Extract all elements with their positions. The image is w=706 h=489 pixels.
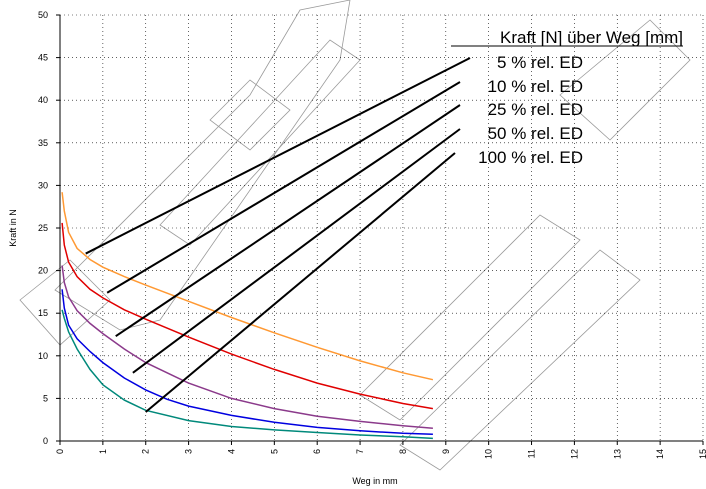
series-line bbox=[61, 289, 433, 435]
legend-pointer-line bbox=[145, 152, 456, 413]
y-tick-label: 5 bbox=[43, 393, 48, 403]
y-tick-label: 20 bbox=[38, 266, 48, 276]
x-tick-label: 6 bbox=[312, 449, 322, 454]
legend-entry: 5 % rel. ED bbox=[497, 53, 583, 72]
legend-pointer-line bbox=[85, 57, 471, 255]
watermark-shape bbox=[359, 214, 581, 421]
y-axis-label: Kraft in N bbox=[8, 209, 18, 247]
x-tick-label: 8 bbox=[398, 449, 408, 454]
watermark-shape bbox=[559, 19, 691, 141]
y-tick-label: 25 bbox=[38, 223, 48, 233]
legend-entry: 50 % rel. ED bbox=[488, 124, 583, 143]
watermark-shape bbox=[209, 79, 291, 151]
x-tick-label: 11 bbox=[527, 449, 537, 458]
y-axis-ticks: 0 5 10 15 20 25 30 35 40 45 50 bbox=[38, 10, 60, 446]
x-tick-label: 15 bbox=[698, 449, 706, 459]
x-tick-label: 9 bbox=[441, 449, 451, 454]
x-tick-label: 3 bbox=[184, 449, 194, 454]
y-tick-label: 40 bbox=[38, 95, 48, 105]
legend-entry: 100 % rel. ED bbox=[478, 148, 583, 167]
series-line bbox=[61, 309, 433, 440]
x-tick-label: 5 bbox=[269, 449, 279, 454]
watermark-shape bbox=[19, 259, 111, 346]
x-tick-label: 0 bbox=[55, 449, 65, 454]
x-tick-label: 4 bbox=[226, 449, 236, 454]
x-tick-label: 12 bbox=[569, 449, 579, 459]
y-tick-label: 30 bbox=[38, 180, 48, 190]
y-tick-label: 50 bbox=[38, 10, 48, 20]
legend-title: Kraft [N] über Weg [mm] bbox=[500, 28, 683, 47]
series-lines bbox=[61, 192, 434, 440]
y-tick-label: 15 bbox=[38, 308, 48, 318]
x-tick-label: 7 bbox=[355, 449, 365, 454]
legend-pointer-line bbox=[115, 104, 461, 338]
legend-entry: 25 % rel. ED bbox=[488, 100, 583, 119]
legend-pointer-line bbox=[106, 81, 461, 294]
x-tick-label: 13 bbox=[612, 449, 622, 459]
x-axis-ticks: 0 1 2 3 4 5 6 7 8 9 10 11 12 13 14 15 bbox=[55, 441, 706, 459]
x-tick-label: 2 bbox=[141, 449, 151, 454]
x-tick-label: 10 bbox=[484, 449, 494, 459]
legend-entry: 10 % rel. ED bbox=[488, 77, 583, 96]
x-tick-label: 1 bbox=[98, 449, 108, 454]
y-tick-label: 0 bbox=[43, 436, 48, 446]
series-line bbox=[61, 192, 434, 381]
legend-pointer-lines bbox=[85, 57, 471, 413]
y-tick-label: 10 bbox=[38, 351, 48, 361]
y-tick-label: 35 bbox=[38, 138, 48, 148]
legend-pointer-line bbox=[132, 128, 461, 374]
y-tick-label: 45 bbox=[38, 53, 48, 63]
series-line bbox=[61, 222, 434, 410]
x-tick-label: 14 bbox=[655, 449, 665, 459]
legend: Kraft [N] über Weg [mm] 5 % rel. ED 10 % … bbox=[451, 28, 683, 167]
x-axis-label: Weg in mm bbox=[352, 476, 397, 486]
grid bbox=[60, 14, 704, 441]
watermark-shape bbox=[399, 249, 641, 471]
